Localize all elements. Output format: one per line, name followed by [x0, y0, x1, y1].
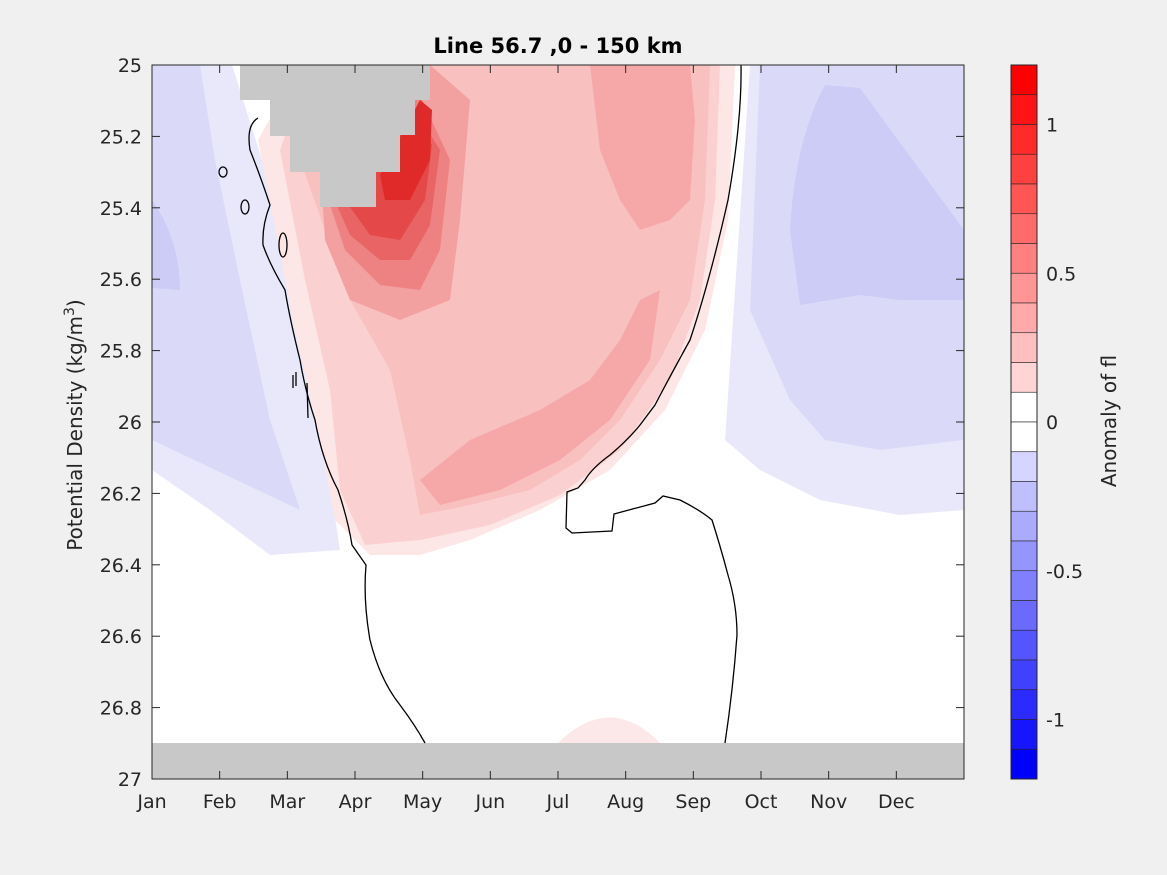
colorbar-cell	[1010, 510, 1038, 542]
colorbar-cell	[1010, 332, 1038, 363]
x-tick-label: Jun	[474, 791, 505, 813]
y-tick-label: 25.4	[100, 198, 142, 220]
colorbar-cell	[1010, 391, 1038, 423]
x-axis: Jan Feb Mar Apr May Jun Jul Aug Sep Oct Nov Dec	[136, 65, 915, 813]
colorbar-cell	[1010, 243, 1038, 274]
colorbar-tick-label: -0.5	[1046, 561, 1083, 583]
colorbar-cell	[1010, 362, 1038, 393]
colorbar-label: Anomaly of fl	[1097, 355, 1121, 487]
negative-anomaly-right	[725, 65, 964, 515]
y-axis-label: Potential Density (kg/m3)	[62, 299, 87, 550]
x-tick-label: Oct	[745, 791, 778, 813]
y-axis: 25 25.2 25.4 25.6 25.8 26 26.2 26.4 26.6 26.8 27	[100, 55, 964, 791]
y-tick-label: 27	[118, 769, 142, 791]
positive-anomaly	[258, 65, 735, 745]
colorbar-tick-label: 0.5	[1046, 263, 1076, 285]
y-tick-label: 26.2	[100, 483, 142, 505]
x-tick-label: Jan	[136, 791, 166, 813]
x-tick-label: Sep	[675, 791, 711, 813]
y-tick-label: 26.4	[100, 555, 142, 577]
x-tick-label: Mar	[269, 791, 305, 813]
colorbar-cell	[1010, 64, 1038, 96]
colorbar-cell	[1010, 748, 1038, 780]
colorbar: -1 -0.5 0 0.5 1 Anomaly of fl	[1010, 64, 1121, 780]
colorbar-cell	[1010, 94, 1038, 125]
x-tick-label: Nov	[810, 791, 847, 813]
y-tick-label: 25.8	[100, 341, 142, 363]
colorbar-cell	[1010, 183, 1038, 215]
x-tick-label: May	[403, 791, 442, 813]
colorbar-cell	[1010, 272, 1038, 304]
y-tick-label: 26.8	[100, 698, 142, 720]
colorbar-cell	[1010, 600, 1038, 631]
colorbar-cells	[1010, 64, 1038, 780]
colorbar-cell	[1010, 302, 1038, 334]
plot-area: Jan Feb Mar Apr May Jun Jul Aug Sep Oct Nov Dec 252…	[62, 55, 965, 813]
negative-anomaly-left	[152, 65, 340, 555]
colorbar-cell	[1010, 629, 1038, 661]
colorbar-cell	[1010, 689, 1038, 720]
colorbar-tick-label: -1	[1046, 710, 1065, 732]
colorbar-tick-label: 1	[1046, 115, 1058, 137]
x-tick-label: Feb	[203, 791, 237, 813]
colorbar-frame	[1010, 64, 1038, 780]
colorbar-cell	[1010, 570, 1038, 601]
y-tick-label: 25.6	[100, 269, 142, 291]
colorbar-cell	[1010, 153, 1038, 185]
x-tick-label: Apr	[339, 791, 372, 813]
colorbar-cell	[1010, 719, 1038, 750]
colorbar-cell	[1010, 124, 1038, 155]
x-tick-label: Dec	[878, 791, 915, 813]
colorbar-ticks: -1 -0.5 0 0.5 1	[1046, 115, 1083, 732]
zero-contour	[218, 65, 742, 744]
colorbar-cell	[1010, 213, 1038, 244]
colorbar-cell	[1010, 421, 1038, 453]
x-tick-label: Jul	[546, 791, 570, 813]
y-tick-label: 25.2	[100, 126, 142, 148]
y-tick-label: 26	[118, 412, 142, 434]
colorbar-cell	[1010, 659, 1038, 691]
colorbar-cell	[1010, 481, 1038, 512]
colorbar-tick-label: 0	[1046, 412, 1058, 434]
colorbar-cell	[1010, 451, 1038, 482]
x-tick-label: Aug	[607, 791, 644, 813]
colorbar-cell	[1010, 540, 1038, 572]
y-tick-label: 26.6	[100, 626, 142, 648]
chart-title: Line 56.7 ,0 - 150 km	[433, 34, 682, 58]
y-tick-label: 25	[118, 55, 142, 77]
